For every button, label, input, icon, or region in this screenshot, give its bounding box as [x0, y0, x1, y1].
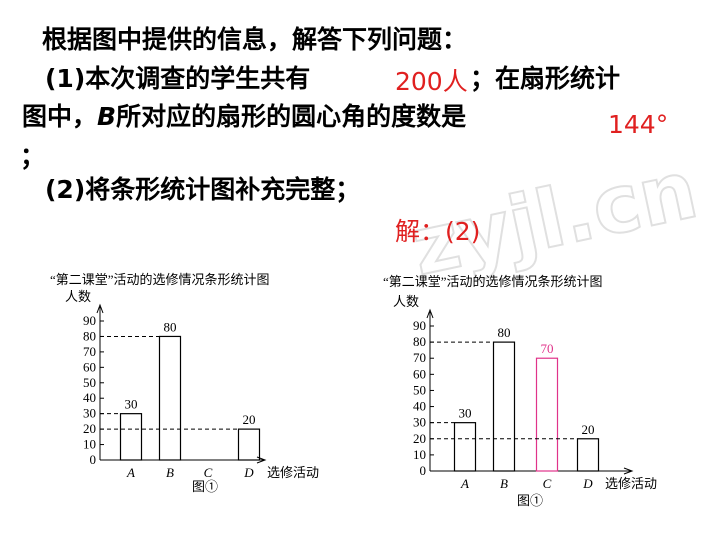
y-axis-label: 人数: [393, 294, 419, 309]
y-arrow: [426, 308, 434, 319]
x-tick-label: A: [460, 476, 469, 491]
x-tick-label: C: [204, 465, 213, 480]
y-tick-label: 50: [83, 375, 96, 390]
x-tick-label: B: [166, 465, 174, 480]
y-tick-label: 30: [413, 415, 426, 430]
y-tick-label: 0: [420, 463, 427, 478]
question-2: (2)将条形统计图补充完整；: [45, 175, 360, 204]
y-tick-label: 90: [83, 313, 96, 328]
y-tick-label: 70: [83, 344, 96, 359]
y-tick-label: 10: [413, 447, 426, 462]
intro: 根据图中提供的信息，解答下列问题：: [42, 25, 467, 54]
y-tick-label: 0: [90, 452, 97, 467]
q1-text: 所对应的扇形的圆心角的度数是: [116, 102, 466, 131]
bar: [576, 438, 600, 472]
caption: 图①: [517, 493, 543, 508]
question-1: (1)本次调查的学生共有: [45, 64, 310, 93]
y-tick-label: 40: [413, 399, 426, 414]
answer-1: 200人: [395, 67, 468, 96]
y-tick-label: 80: [83, 328, 96, 343]
y-tick-label: 40: [83, 390, 96, 405]
x-tick-label: C: [543, 476, 552, 491]
bar: [535, 357, 559, 472]
q1-end: ；: [20, 142, 45, 171]
y-tick-label: 30: [83, 406, 96, 421]
bar: [119, 413, 143, 461]
y-axis-label: 人数: [65, 289, 91, 304]
q1-text: (1)本次调查的学生共有: [45, 64, 310, 93]
x-axis-label: 选修活动: [605, 476, 657, 491]
x-tick-label: B: [500, 476, 508, 491]
x-tick-label: D: [582, 476, 593, 491]
value-label: 30: [459, 406, 472, 421]
y-tick-label: 60: [413, 366, 426, 381]
value-label: 80: [164, 319, 177, 334]
y-tick-label: 80: [413, 334, 426, 349]
value-label: 30: [125, 397, 138, 412]
x-tick-label: D: [243, 465, 254, 480]
chart-title: “第二课堂”活动的选修情况条形统计图: [50, 272, 270, 287]
x-tick-label: A: [126, 465, 135, 480]
y-tick-label: 70: [413, 350, 426, 365]
y-tick-label: 10: [83, 437, 96, 452]
q1-letter: B: [97, 102, 116, 131]
solution: 解：(2): [395, 217, 480, 246]
q1-text: 图中，: [22, 102, 97, 131]
y-tick-label: 50: [413, 382, 426, 397]
caption: 图①: [192, 479, 218, 494]
chart-title: “第二课堂”活动的选修情况条形统计图: [383, 274, 603, 289]
y-tick-label: 20: [83, 421, 96, 436]
bar: [453, 422, 477, 472]
question-1-line2: 图中，B所对应的扇形的圆心角的度数是: [22, 102, 466, 131]
value-label: 20: [582, 422, 595, 437]
x-axis-label: 选修活动: [267, 465, 319, 480]
bar: [492, 341, 516, 472]
y-tick-label: 60: [83, 359, 96, 374]
bar: [158, 335, 182, 461]
q1-text: ；在扇形统计: [470, 64, 620, 93]
answer-2: 144°: [608, 110, 668, 139]
y-tick-label: 20: [413, 431, 426, 446]
value-label: 80: [498, 325, 511, 340]
bar: [237, 428, 261, 461]
value-label: 20: [243, 412, 256, 427]
value-label: 70: [541, 341, 554, 356]
x-arrow: [623, 467, 634, 475]
y-arrow: [96, 303, 104, 314]
y-tick-label: 90: [413, 318, 426, 333]
